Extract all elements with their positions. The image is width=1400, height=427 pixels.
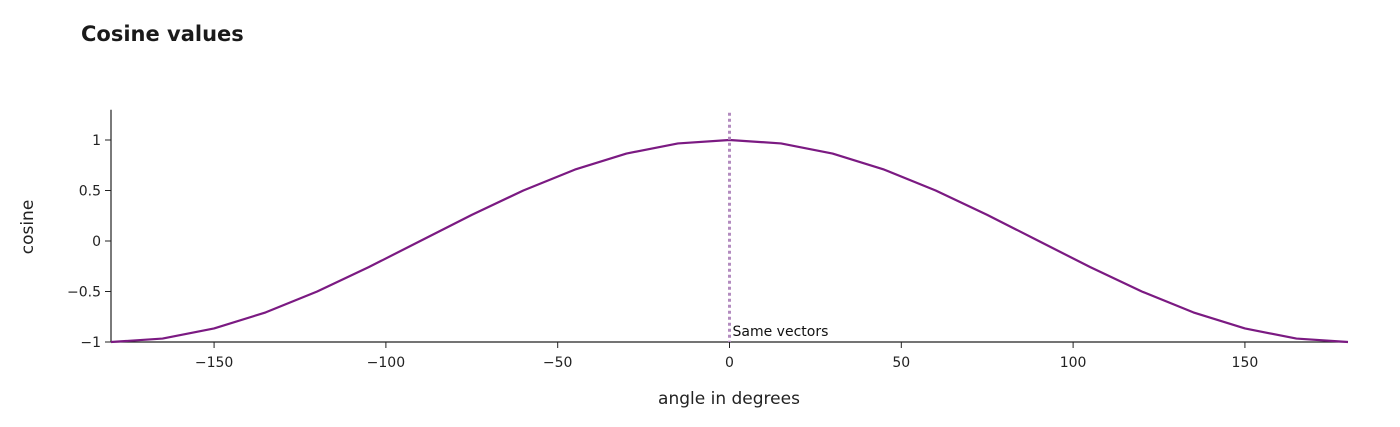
x-tick-label: 50	[892, 355, 910, 371]
x-tick-label: −100	[367, 355, 405, 371]
y-tick-label: 0.5	[79, 184, 101, 200]
y-tick-label: −0.5	[67, 285, 101, 301]
series-line	[110, 138, 1349, 344]
x-tick-label: −150	[195, 355, 233, 371]
axes: −150 −100 −50 0 50 100 150 −1 −0.5 0 0.5 1	[67, 109, 1348, 371]
x-tick-label: 150	[1232, 355, 1259, 371]
x-axis-title: angle in degrees	[658, 389, 800, 409]
x-tick-label: −50	[543, 355, 573, 371]
y-axis-title: cosine	[18, 200, 38, 255]
reference-line-label: Same vectors	[733, 324, 829, 340]
x-tick-label: 100	[1060, 355, 1087, 371]
x-tick-label: 0	[725, 355, 734, 371]
y-tick-label: −1	[80, 335, 101, 351]
series-layer	[110, 138, 1349, 344]
annotation-layer: Same vectors	[728, 112, 829, 342]
y-tick-label: 1	[92, 133, 101, 149]
y-tick-label: 0	[92, 234, 101, 250]
chart-title: Cosine values	[81, 22, 244, 46]
